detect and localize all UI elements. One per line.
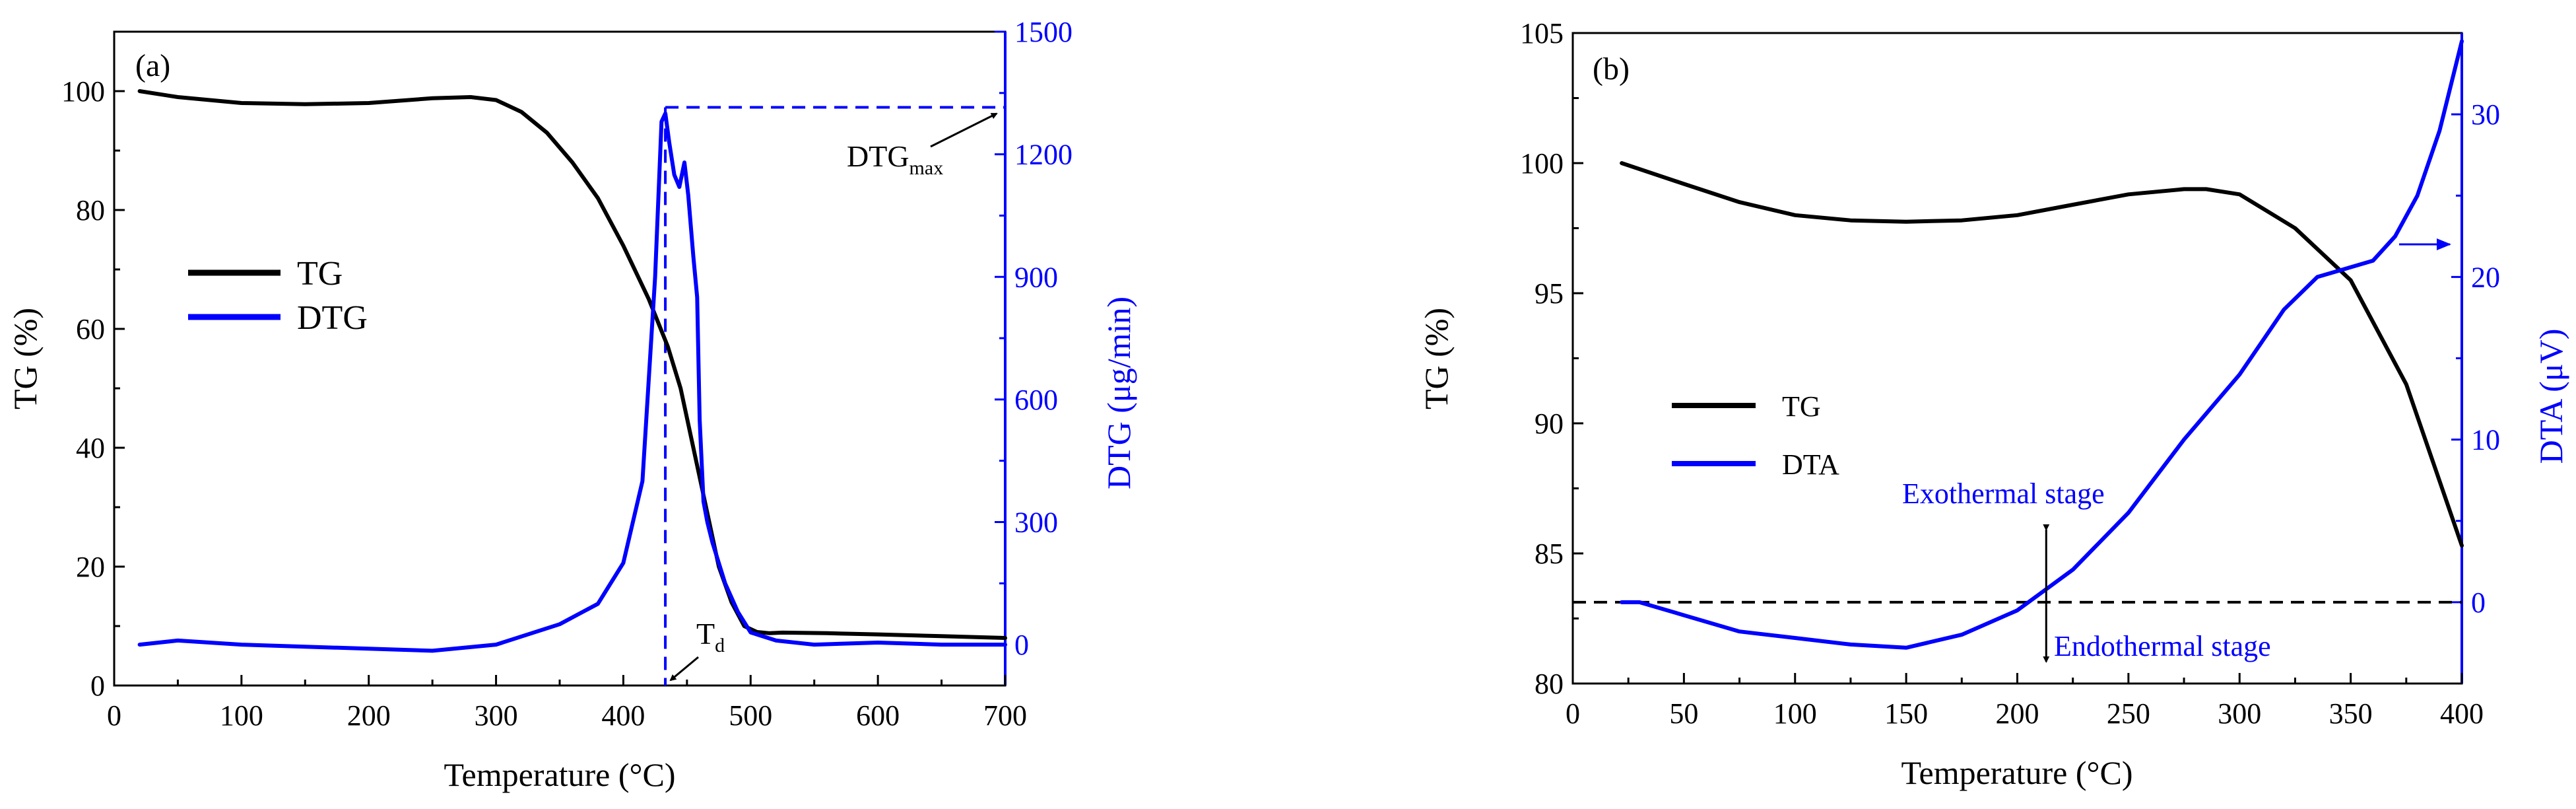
y-ticks-b: 80 85 90 95 100 105 — [1520, 17, 1583, 700]
series-line-tg — [1620, 161, 2464, 548]
y2-axis-label-b: DTA (μV) — [2532, 329, 2569, 464]
y2-axis-label-a: DTG (μg/min) — [1100, 297, 1137, 489]
y2-tick-label: 900 — [1014, 261, 1058, 293]
plot-frame-b — [1571, 32, 2463, 685]
legend-label-tg-b: TG — [1782, 390, 1821, 423]
panel-a: 0 100 200 300 400 500 600 700 0 20 40 60 80 100 0 300… — [7, 16, 1137, 793]
x-tick-label: 350 — [2329, 697, 2373, 730]
y2-tick-label: 600 — [1014, 384, 1058, 416]
y2-ticks-a: 0 300 600 900 1200 1500 — [995, 16, 1073, 661]
x-tick-label: 200 — [1996, 697, 2039, 730]
annotation-td-arrow — [669, 656, 699, 682]
y-tick-label: 90 — [1535, 407, 1564, 440]
x-axis-label-b: Temperature (°C) — [1901, 754, 2132, 791]
y2-tick-label: 10 — [2471, 424, 2500, 456]
annotation-td: Td — [696, 617, 725, 656]
annotation-exothermal: Exothermal stage — [1902, 477, 2105, 510]
y2-ticks-b: 0 10 20 30 — [2451, 98, 2500, 619]
annotation-dtgmax: DTGmax — [847, 139, 943, 179]
panel-label-b: (b) — [1593, 52, 1630, 87]
annotation-td-sub: d — [715, 635, 725, 656]
legend-a: TG DTG — [188, 255, 368, 337]
panel-b: 0 50 100 150 200 250 300 350 400 80859095100105 … — [1418, 17, 2569, 791]
y-tick-label: 100 — [61, 75, 105, 108]
x-tick-label: 250 — [2107, 697, 2150, 730]
x-tick-label: 600 — [856, 699, 900, 732]
x-tick-label: 300 — [475, 699, 518, 732]
legend-label-dtg-a: DTG — [297, 299, 368, 337]
y-tick-label: 95 — [1535, 277, 1564, 310]
annotation-dtgmax-main: DTG — [847, 139, 909, 173]
annotation-dtgmax-sub: max — [909, 157, 944, 179]
y-tick-label: 80 — [1535, 668, 1564, 700]
y-tick-label: 80 — [76, 194, 105, 227]
x-tick-label: 300 — [2218, 697, 2261, 730]
legend-label-dta-b: DTA — [1782, 448, 1839, 481]
x-tick-label: 150 — [1884, 697, 1928, 730]
y2-tick-label: 1200 — [1014, 139, 1073, 171]
annotation-endothermal: Endothermal stage — [2054, 630, 2271, 662]
series-a — [137, 89, 1007, 653]
x-tick-label: 0 — [1566, 697, 1580, 730]
y-tick-label: 0 — [90, 670, 105, 702]
y-axis-label-a: TG (%) — [7, 308, 44, 409]
x-tick-label: 500 — [729, 699, 772, 732]
x-tick-label: 400 — [2440, 697, 2484, 730]
y-tick-label: 20 — [76, 551, 105, 583]
y-tick-label: 40 — [76, 432, 105, 464]
x-tick-label: 200 — [347, 699, 391, 732]
legend-b: TG DTA — [1672, 390, 1839, 481]
x-tick-label: 100 — [1773, 697, 1817, 730]
y2-tick-label: 1500 — [1014, 16, 1073, 48]
y2-tick-label: 20 — [2471, 261, 2500, 293]
series-b — [1620, 39, 2464, 650]
plot-frame-a — [113, 30, 1007, 687]
y-tick-label: 60 — [76, 313, 105, 345]
y2-tick-label: 300 — [1014, 507, 1058, 539]
x-tick-label: 700 — [983, 699, 1027, 732]
y2-tick-label: 30 — [2471, 98, 2500, 131]
x-ticks-a: 0 100 200 300 400 500 600 700 — [107, 675, 1027, 732]
x-tick-label: 0 — [107, 699, 121, 732]
y-tick-label: 85 — [1535, 538, 1564, 570]
annotation-dtgmax-arrow — [930, 112, 998, 148]
panel-label-a: (a) — [135, 48, 170, 83]
y-axis-label-b: TG (%) — [1418, 308, 1455, 409]
x-ticks-b: 0 50 100 150 200 250 300 350 400 — [1566, 673, 2484, 730]
y-tick-label: 100 — [1520, 147, 1564, 180]
annotation-td-main: T — [696, 617, 715, 651]
x-tick-label: 100 — [220, 699, 263, 732]
series-line-tg — [137, 89, 1007, 640]
y-tick-label: 105 — [1520, 17, 1564, 50]
x-tick-label: 400 — [601, 699, 645, 732]
legend-label-tg-a: TG — [297, 255, 343, 293]
reference-lines-a — [664, 106, 1005, 686]
y2-tick-label: 0 — [2471, 586, 2486, 619]
y2-tick-label: 0 — [1014, 629, 1029, 661]
series-line-dtg — [137, 111, 1007, 653]
y-ticks-a: 0 20 40 60 80 100 — [61, 75, 125, 702]
series-line-dta — [1620, 39, 2464, 650]
x-tick-label: 50 — [1669, 697, 1698, 730]
x-axis-label-a: Temperature (°C) — [444, 756, 675, 793]
